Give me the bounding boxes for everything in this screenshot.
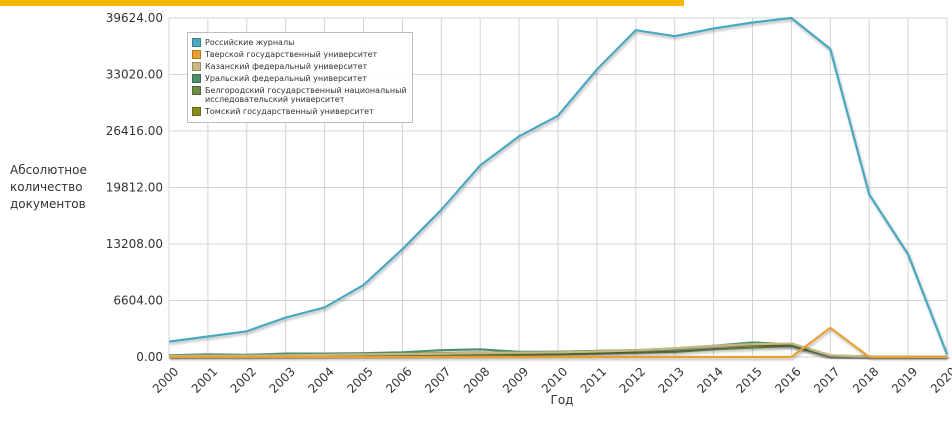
legend-swatch	[192, 107, 201, 116]
series-lines	[168, 16, 949, 359]
chart-legend: Российские журналы Тверской государственн…	[187, 32, 413, 123]
series-line	[168, 342, 947, 359]
x-tick-label: 2012	[617, 364, 648, 395]
x-axis-label: Год	[551, 393, 574, 407]
legend-swatch	[192, 62, 201, 71]
y-tick-label: 39624.00	[106, 11, 163, 25]
legend-label: Российские журналы	[205, 38, 295, 47]
x-tick-label: 2002	[228, 364, 259, 395]
y-axis-label: Абсолютное количество документов	[10, 162, 100, 213]
y-tick-label: 0.00	[136, 350, 163, 364]
top-accent-bar	[0, 0, 684, 6]
y-tick-label: 6604.00	[113, 294, 163, 308]
x-tick-label: 2005	[344, 364, 375, 395]
legend-label: Белгородский государственный национальны…	[205, 86, 407, 104]
x-tick-label: 2003	[267, 364, 298, 395]
x-tick-label: 2006	[383, 364, 414, 395]
legend-item[interactable]: Тверской государственный университет	[192, 50, 408, 59]
x-tick-label: 2018	[850, 364, 881, 395]
x-tick-label: 2017	[811, 364, 842, 395]
legend-item[interactable]: Томский государственный университет	[192, 107, 408, 116]
series-line	[168, 16, 949, 355]
grid-lines	[168, 17, 948, 358]
y-axis-label-line-1: Абсолютное	[10, 163, 87, 177]
legend-item[interactable]: Белгородский государственный национальны…	[192, 86, 408, 104]
legend-item[interactable]: Уральский федеральный университет	[192, 74, 408, 83]
legend-label: Тверской государственный университет	[205, 50, 378, 59]
x-tick-label: 2016	[772, 364, 803, 395]
legend-swatch	[192, 38, 201, 47]
x-tick-label: 2000	[150, 364, 181, 395]
x-tick-label: 2013	[656, 364, 687, 395]
y-axis-label-line-2: количество	[10, 180, 83, 194]
y-tick-label: 19812.00	[106, 181, 163, 195]
legend-label: Казанский федеральный университет	[205, 62, 368, 71]
x-tick-label: 2001	[189, 364, 220, 395]
y-tick-labels: 0.00 6604.00 13208.00 19812.00 26416.00 33020…	[106, 11, 163, 364]
x-tick-label: 2019	[889, 364, 920, 395]
x-tick-label: 2009	[500, 364, 531, 395]
x-tick-label: 2015	[733, 364, 764, 395]
x-tick-label: 2014	[694, 364, 725, 395]
legend-item[interactable]: Российские журналы	[192, 38, 408, 47]
x-tick-label: 2011	[578, 364, 609, 395]
x-tick-labels: 2000 2001 2002 2003 2004 2005 2006 2007 2008 2009…	[150, 364, 952, 395]
legend-label: Уральский федеральный университет	[205, 74, 367, 83]
x-tick-label: 2020	[928, 364, 952, 395]
y-axis-label-line-3: документов	[10, 197, 86, 211]
y-tick-label: 13208.00	[106, 237, 163, 251]
x-tick-label: 2010	[539, 364, 570, 395]
y-tick-label: 26416.00	[106, 124, 163, 138]
legend-label: Томский государственный университет	[205, 107, 374, 116]
x-tick-label: 2007	[422, 364, 453, 395]
legend-swatch	[192, 50, 201, 59]
legend-swatch	[192, 86, 201, 95]
legend-item[interactable]: Казанский федеральный университет	[192, 62, 408, 71]
x-tick-label: 2008	[461, 364, 492, 395]
y-tick-label: 33020.00	[106, 68, 163, 82]
x-tick-label: 2004	[305, 364, 336, 395]
series-line	[169, 326, 947, 359]
legend-swatch	[192, 74, 201, 83]
